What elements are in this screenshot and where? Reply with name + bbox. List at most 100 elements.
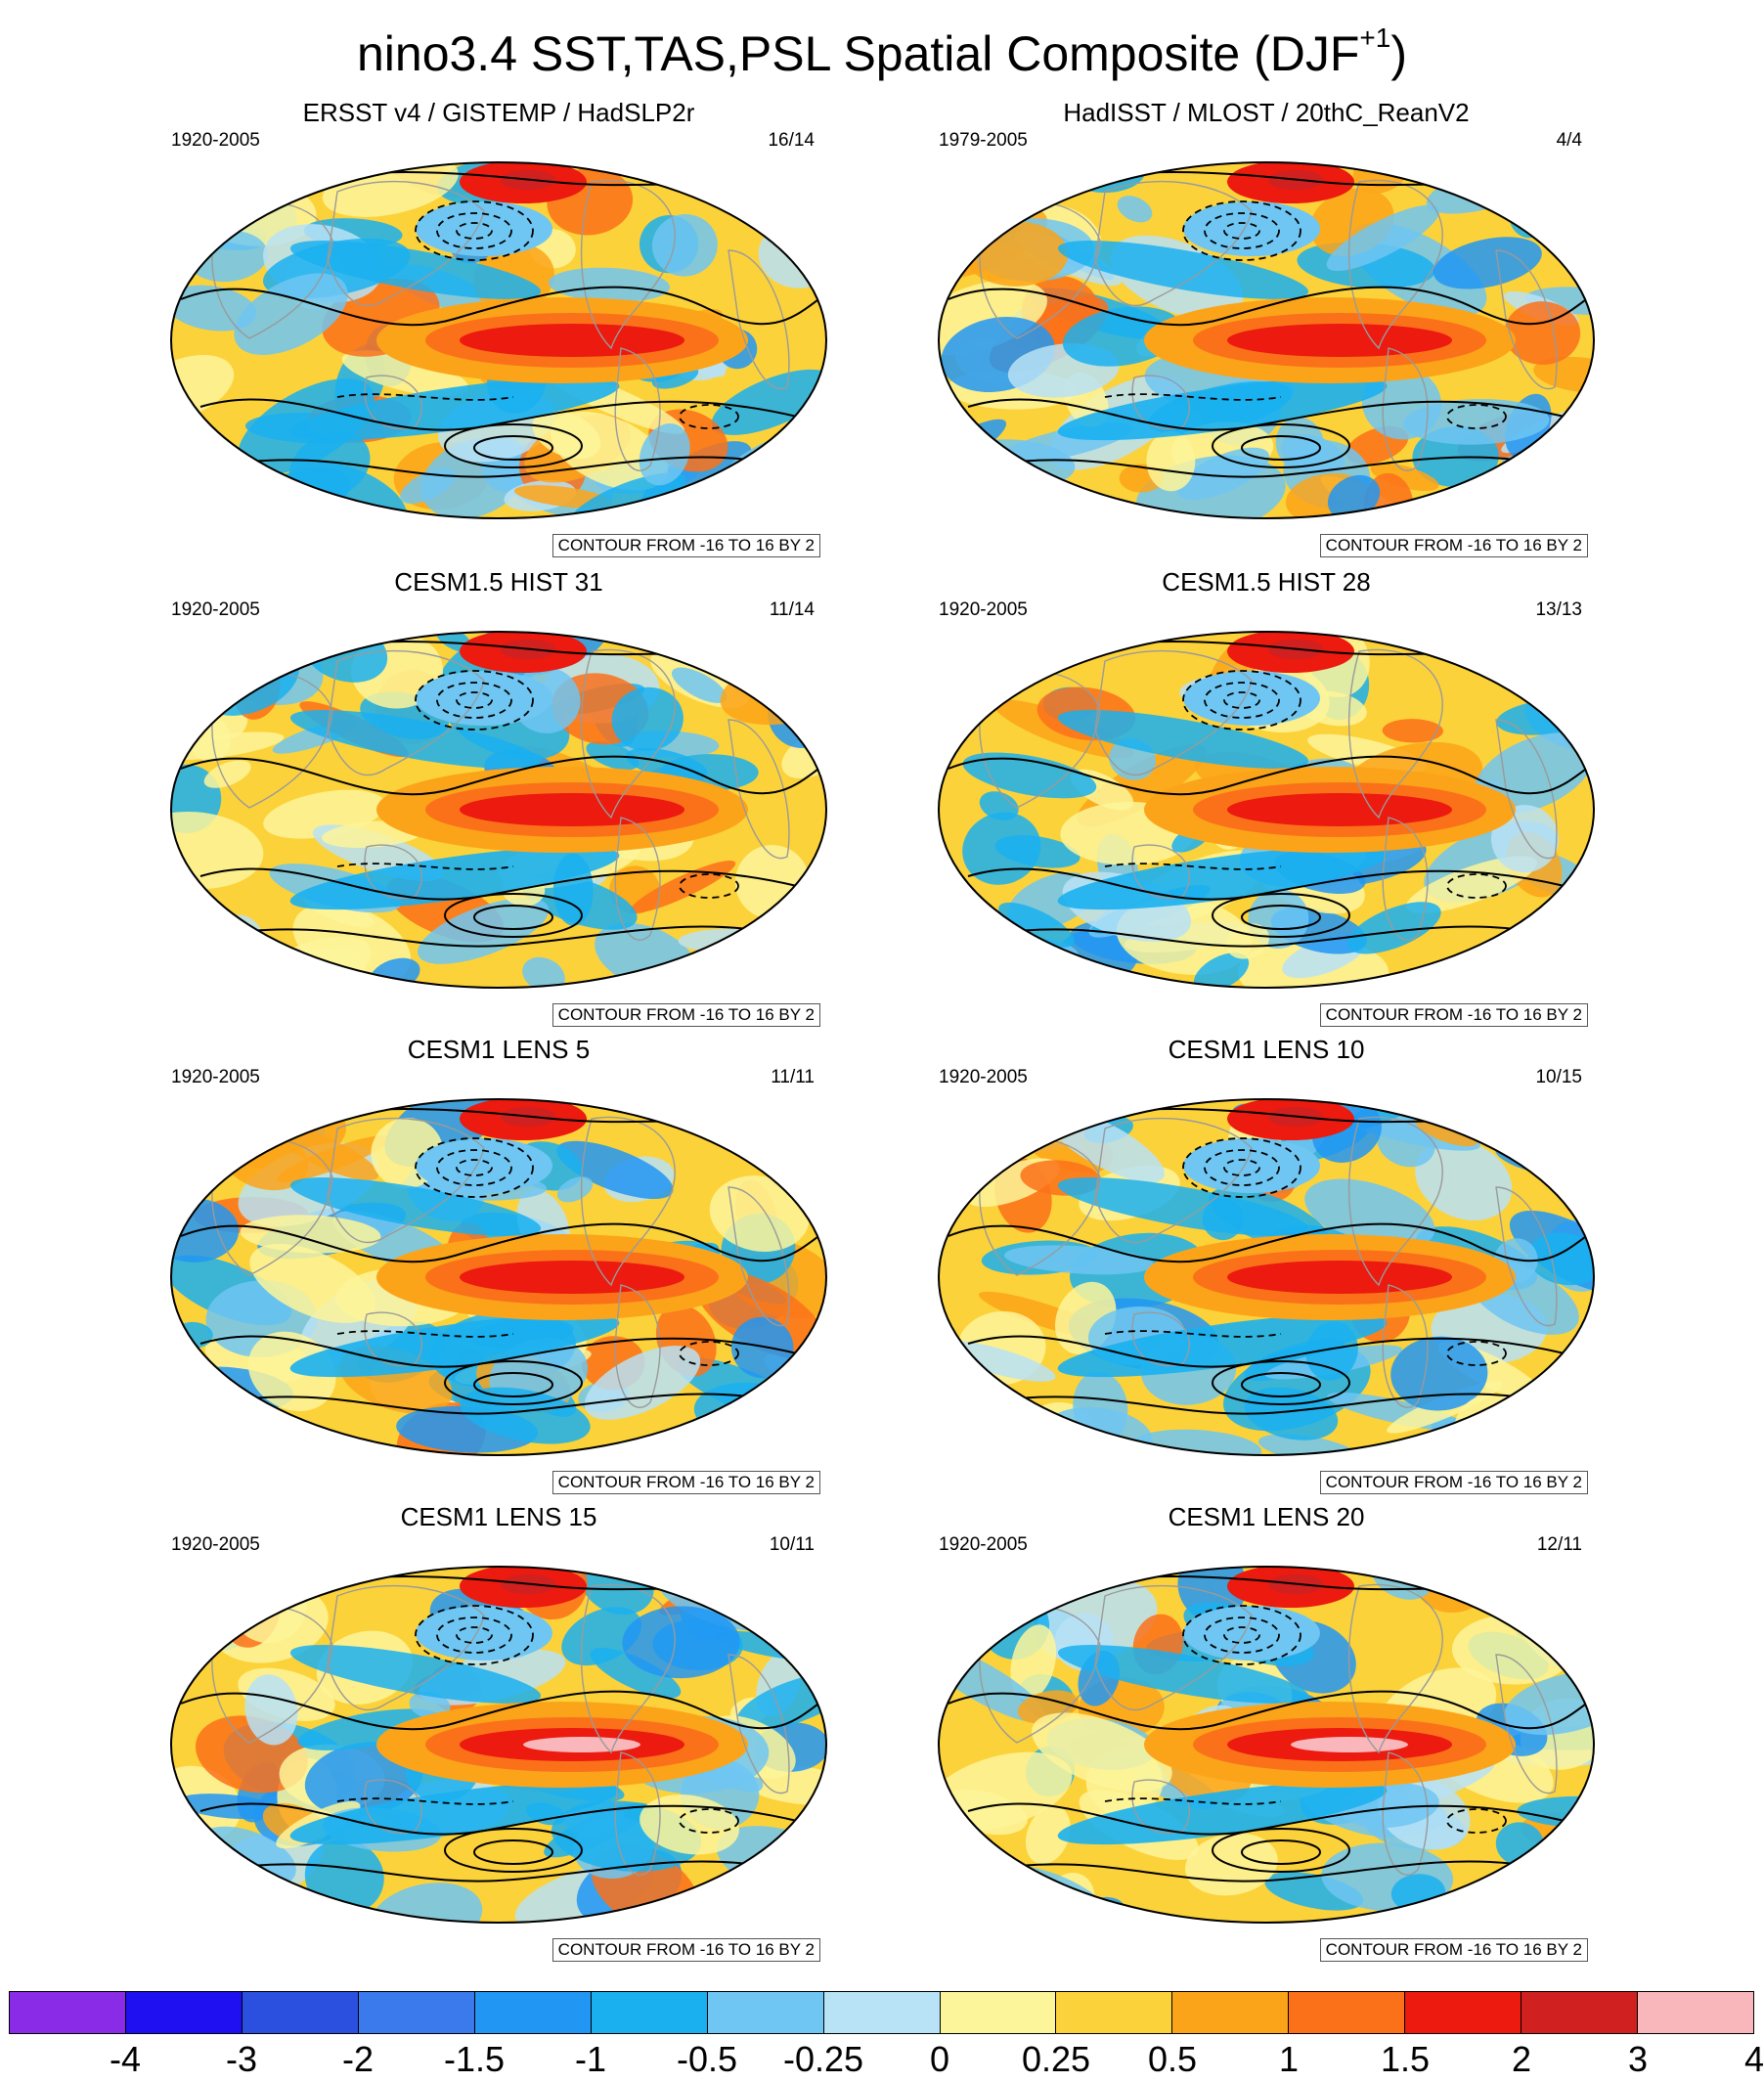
colorbar-tick-label: -0.5 — [676, 2039, 738, 2079]
composite-map — [170, 1098, 827, 1456]
panel-years: 1920-2005 — [939, 1534, 1028, 1555]
panel-event-count: 4/4 — [1556, 130, 1582, 151]
colorbar-swatch — [823, 1992, 941, 2033]
anomaly-field — [939, 632, 1594, 988]
map-border — [170, 631, 827, 989]
panel-event-count: 12/11 — [1536, 1534, 1582, 1555]
composite-map — [170, 1566, 827, 1924]
colorbar-swatch — [125, 1992, 243, 2033]
panel-years: 1920-2005 — [171, 599, 260, 620]
contour-info: CONTOUR FROM -16 TO 16 BY 2 — [1319, 534, 1588, 557]
colorbar-swatch — [1172, 1992, 1290, 2033]
colorbar-tick-label: 0.25 — [1021, 2039, 1091, 2079]
panel-title: CESM1 LENS 15 — [400, 1502, 597, 1531]
panel-years: 1979-2005 — [939, 130, 1028, 151]
contour-info: CONTOUR FROM -16 TO 16 BY 2 — [551, 1003, 820, 1027]
map-panel: HadISST / MLOST / 20thC_ReanV2 1979-2005 4… — [929, 98, 1604, 557]
map-border — [170, 161, 827, 519]
colorbar-labels: -4 -3 -2 -1.5 -1 -0.5 -0.25 0 0.25 0.5 1 1.5 2 3 4 — [9, 2039, 1764, 2079]
colorbar-tick-label: 4 — [1743, 2039, 1764, 2079]
composite-map — [170, 631, 827, 989]
map-border — [170, 1566, 827, 1924]
panel-event-count: 11/11 — [771, 1067, 815, 1087]
map-border — [170, 1098, 827, 1456]
colorbar-swatch — [358, 1992, 475, 2033]
composite-map — [938, 1098, 1595, 1456]
negative-contours — [336, 670, 739, 899]
composite-map — [938, 161, 1595, 519]
panel-title: CESM1 LENS 10 — [1168, 1035, 1365, 1064]
colorbar-swatch — [242, 1992, 359, 2033]
negative-contours — [336, 200, 739, 429]
panel-years: 1920-2005 — [939, 1067, 1028, 1087]
globe-map — [161, 153, 836, 528]
globe-map — [929, 153, 1604, 528]
anomaly-field — [171, 632, 826, 988]
figure-title: nino3.4 SST,TAS,PSL Spatial Composite (D… — [356, 22, 1408, 81]
contour-info: CONTOUR FROM -16 TO 16 BY 2 — [1319, 1471, 1588, 1494]
map-border — [938, 631, 1595, 989]
panel-years: 1920-2005 — [171, 1534, 260, 1555]
colorbar-tick-label: 3 — [1627, 2039, 1649, 2079]
composite-map — [938, 631, 1595, 989]
colorbar-swatch — [940, 1992, 1057, 2033]
colorbar-swatch — [10, 1992, 126, 2033]
colorbar-swatch — [591, 1992, 708, 2033]
map-border — [938, 1098, 1595, 1456]
map-panel: CESM1.5 HIST 28 1920-2005 13/13 CONTOUR FRO… — [929, 567, 1604, 1027]
panel-event-count: 13/13 — [1535, 599, 1582, 620]
panel-event-count: 11/14 — [769, 599, 815, 620]
map-panel: ERSST v4 / GISTEMP / HadSLP2r 1920-2005 16… — [161, 98, 836, 557]
globe-map — [929, 1089, 1604, 1465]
colorbar-swatch — [1056, 1992, 1173, 2033]
colorbar-swatch — [707, 1992, 824, 2033]
negative-contours — [336, 1605, 739, 1834]
contour-info: CONTOUR FROM -16 TO 16 BY 2 — [551, 1938, 820, 1962]
composite-map — [938, 1566, 1595, 1924]
negative-contours — [1104, 200, 1507, 429]
colorbar-tick-label: -4 — [109, 2039, 142, 2079]
psl-contours — [180, 1108, 826, 1415]
colorbar-tick-label: 0 — [929, 2039, 950, 2079]
negative-contours — [1104, 670, 1507, 899]
anomaly-field — [939, 1099, 1594, 1455]
anomaly-field — [171, 162, 826, 518]
anomaly-field — [171, 1567, 826, 1923]
colorbar-swatch — [474, 1992, 592, 2033]
globe-map — [929, 1557, 1604, 1932]
contour-info: CONTOUR FROM -16 TO 16 BY 2 — [551, 1471, 820, 1494]
anomaly-field — [939, 162, 1594, 518]
panel-title: CESM1 LENS 20 — [1168, 1502, 1365, 1531]
map-panel: CESM1 LENS 15 1920-2005 10/11 CONTOUR FROM … — [161, 1502, 836, 1962]
contour-info: CONTOUR FROM -16 TO 16 BY 2 — [1319, 1938, 1588, 1962]
globe-map — [929, 622, 1604, 997]
composite-map — [170, 161, 827, 519]
panel-years: 1920-2005 — [171, 130, 260, 151]
panel-title: HadISST / MLOST / 20thC_ReanV2 — [1063, 98, 1470, 127]
negative-contours — [336, 1137, 739, 1366]
contour-info: CONTOUR FROM -16 TO 16 BY 2 — [1319, 1003, 1588, 1027]
panel-event-count: 16/14 — [768, 130, 815, 151]
map-panel: CESM1 LENS 20 1920-2005 12/11 CONTOUR FROM … — [929, 1502, 1604, 1962]
panel-title: CESM1 LENS 5 — [407, 1035, 591, 1064]
colorbar-tick-label: -2 — [341, 2039, 375, 2079]
colorbar-swatch — [1638, 1992, 1754, 2033]
map-panel: CESM1 LENS 5 1920-2005 11/11 CONTOUR FROM -… — [161, 1035, 836, 1494]
colorbar — [9, 1991, 1754, 2034]
panel-title: CESM1.5 HIST 28 — [1162, 567, 1371, 597]
negative-contours — [1104, 1137, 1507, 1366]
panel-event-count: 10/11 — [769, 1534, 815, 1555]
map-border — [938, 1566, 1595, 1924]
panel-title: CESM1.5 HIST 31 — [394, 567, 603, 597]
map-panel: CESM1.5 HIST 31 1920-2005 11/14 CONTOUR FRO… — [161, 567, 836, 1027]
anomaly-field — [171, 1099, 826, 1455]
colorbar-swatch — [1289, 1992, 1406, 2033]
colorbar-tick-label: -1 — [574, 2039, 607, 2079]
colorbar-tick-label: -1.5 — [443, 2039, 506, 2079]
colorbar-swatch — [1521, 1992, 1639, 2033]
colorbar-tick-label: 1.5 — [1380, 2039, 1431, 2079]
colorbar-tick-label: 2 — [1511, 2039, 1532, 2079]
map-border — [938, 161, 1595, 519]
colorbar-tick-label: 0.5 — [1147, 2039, 1198, 2079]
globe-map — [161, 1557, 836, 1932]
